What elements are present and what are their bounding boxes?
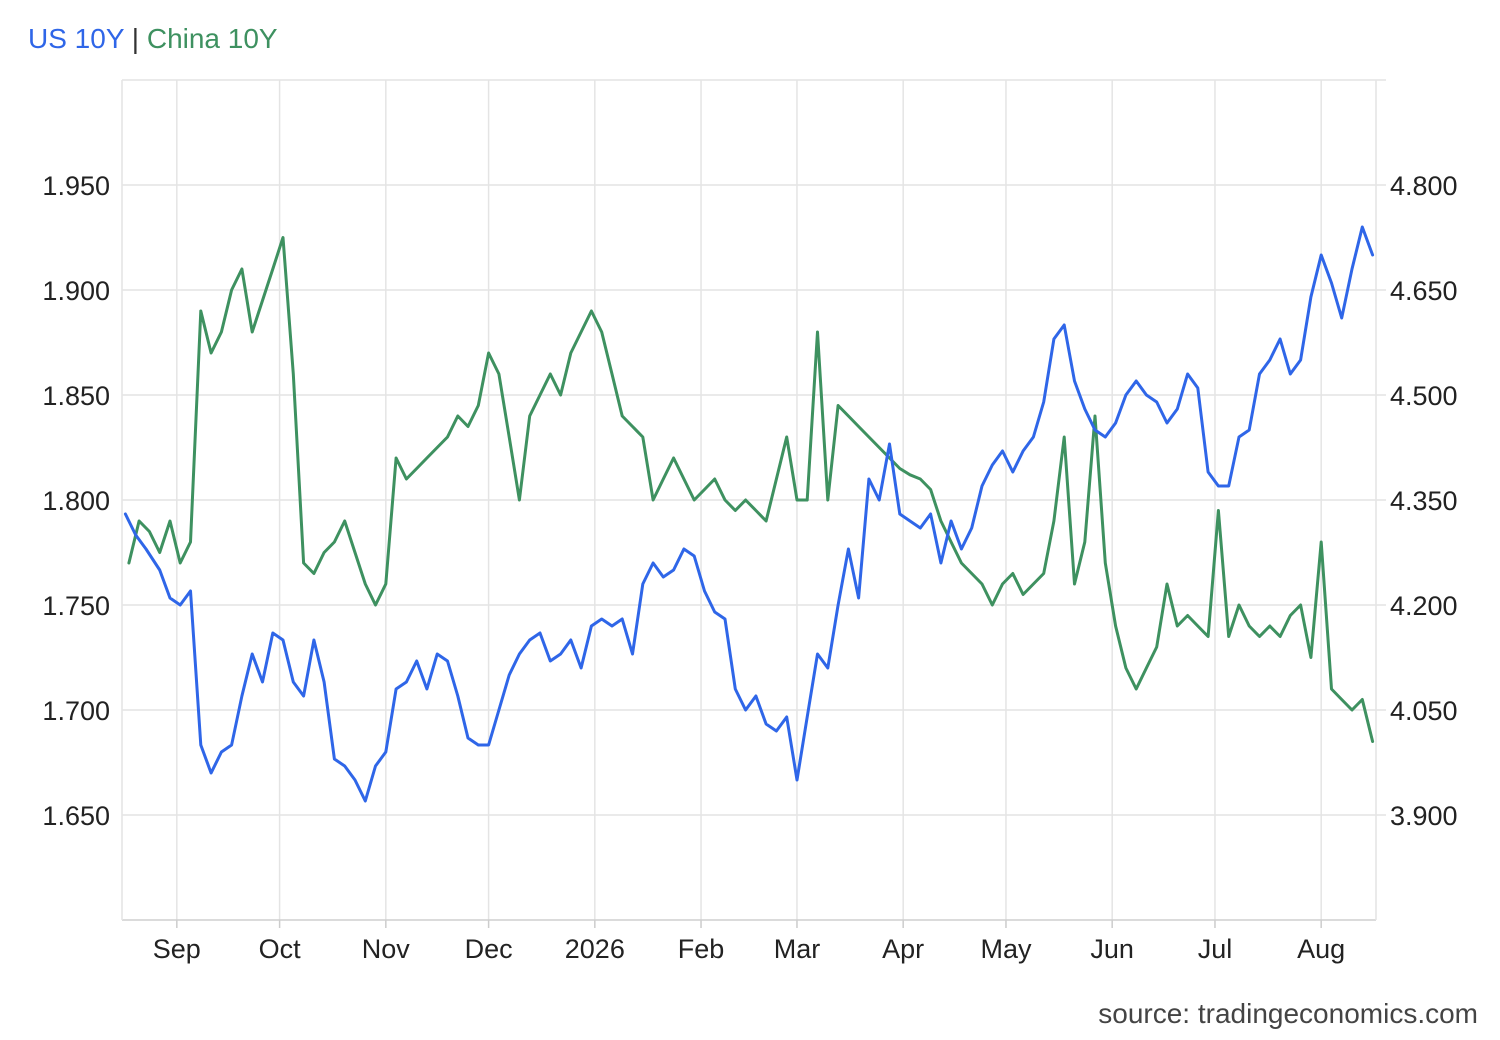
us-10y-line [123,225,1375,803]
y-left-tick-label: 1.650 [42,801,110,831]
x-tick-label: Apr [882,934,924,964]
y-right-tick-label: 4.350 [1390,486,1458,516]
x-tick-label: Oct [259,934,302,964]
x-tick-label: Jul [1198,934,1233,964]
y-right-tick-label: 4.200 [1390,591,1458,621]
y-left-tick-label: 1.950 [42,171,110,201]
x-tick-label: 2026 [565,934,625,964]
y-right-tick-label: 4.050 [1390,696,1458,726]
y-right-tick-label: 3.900 [1390,801,1458,831]
y-left-tick-label: 1.700 [42,696,110,726]
x-tick-label: Aug [1297,934,1345,964]
legend-china-10y[interactable]: China 10Y [146,23,278,54]
source-credit: source: tradingeconomics.com [1098,998,1478,1029]
tick-labels: Sep Oct Nov Dec 2026 Feb Mar Apr May Jun Jul Aug 1.6… [42,171,1457,964]
x-tick-label: Feb [678,934,725,964]
axes [121,80,1377,928]
y-left-tick-label: 1.750 [42,591,110,621]
y-right-tick-label: 4.500 [1390,381,1458,411]
y-left-tick-label: 1.900 [42,276,110,306]
china-10y-line [127,236,1375,743]
x-tick-label: Mar [774,934,821,964]
y-left-tick-label: 1.800 [42,486,110,516]
y-right-tick-label: 4.800 [1390,171,1458,201]
y-left-tick-label: 1.850 [42,381,110,411]
y-right-tick-label: 4.650 [1390,276,1458,306]
series-lines [123,225,1375,803]
x-tick-label: Dec [465,934,513,964]
x-tick-label: Sep [153,934,201,964]
x-tick-label: May [980,934,1032,964]
legend-separator: | [131,23,140,54]
x-tick-label: Jun [1090,934,1134,964]
grid-lines [122,79,1386,920]
legend-us-10y[interactable]: US 10Y [28,23,124,54]
x-tick-label: Nov [362,934,411,964]
chart-legend: US 10Y | China 10Y [28,22,278,56]
